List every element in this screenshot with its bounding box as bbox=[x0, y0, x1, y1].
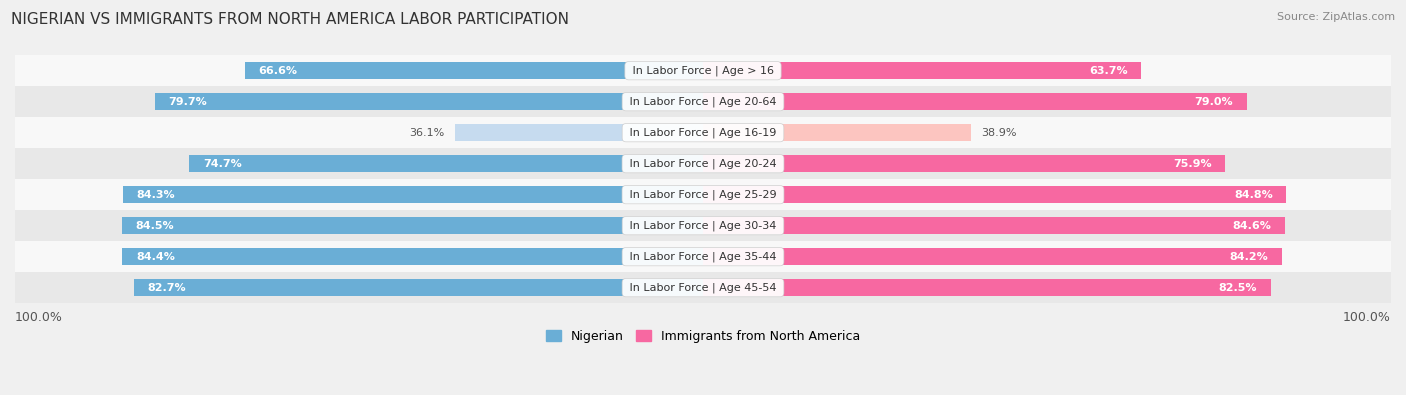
Bar bbox=[15, 55, 1391, 87]
Text: In Labor Force | Age 16-19: In Labor Force | Age 16-19 bbox=[626, 128, 780, 138]
Text: 63.7%: 63.7% bbox=[1088, 66, 1128, 76]
Text: In Labor Force | Age 20-24: In Labor Force | Age 20-24 bbox=[626, 158, 780, 169]
Bar bbox=[703, 124, 970, 141]
Text: Source: ZipAtlas.com: Source: ZipAtlas.com bbox=[1277, 12, 1395, 22]
Bar bbox=[122, 186, 703, 203]
Bar bbox=[15, 210, 1391, 241]
Text: 84.3%: 84.3% bbox=[136, 190, 176, 200]
Text: 100.0%: 100.0% bbox=[15, 311, 63, 324]
Bar bbox=[703, 93, 1247, 110]
Bar bbox=[155, 93, 703, 110]
Legend: Nigerian, Immigrants from North America: Nigerian, Immigrants from North America bbox=[541, 325, 865, 348]
Bar bbox=[15, 86, 1391, 117]
Text: 82.5%: 82.5% bbox=[1219, 283, 1257, 293]
Text: 84.2%: 84.2% bbox=[1230, 252, 1268, 261]
Text: 66.6%: 66.6% bbox=[259, 66, 298, 76]
Bar bbox=[15, 179, 1391, 211]
Text: 79.7%: 79.7% bbox=[169, 97, 207, 107]
Text: In Labor Force | Age 30-34: In Labor Force | Age 30-34 bbox=[626, 220, 780, 231]
Text: 84.4%: 84.4% bbox=[136, 252, 174, 261]
Bar bbox=[188, 155, 703, 172]
Bar bbox=[703, 155, 1225, 172]
Text: In Labor Force | Age 20-64: In Labor Force | Age 20-64 bbox=[626, 96, 780, 107]
Text: 100.0%: 100.0% bbox=[1343, 311, 1391, 324]
Bar bbox=[703, 217, 1285, 234]
Text: In Labor Force | Age 25-29: In Labor Force | Age 25-29 bbox=[626, 190, 780, 200]
Bar bbox=[15, 241, 1391, 273]
Text: 82.7%: 82.7% bbox=[148, 283, 187, 293]
Text: In Labor Force | Age > 16: In Labor Force | Age > 16 bbox=[628, 66, 778, 76]
Bar bbox=[122, 217, 703, 234]
Text: 38.9%: 38.9% bbox=[981, 128, 1017, 138]
Bar bbox=[454, 124, 703, 141]
Text: 74.7%: 74.7% bbox=[202, 159, 242, 169]
Bar bbox=[245, 62, 703, 79]
Text: 79.0%: 79.0% bbox=[1194, 97, 1233, 107]
Text: NIGERIAN VS IMMIGRANTS FROM NORTH AMERICA LABOR PARTICIPATION: NIGERIAN VS IMMIGRANTS FROM NORTH AMERIC… bbox=[11, 12, 569, 27]
Bar bbox=[15, 117, 1391, 149]
Text: 84.8%: 84.8% bbox=[1234, 190, 1272, 200]
Bar bbox=[134, 279, 703, 296]
Text: 36.1%: 36.1% bbox=[409, 128, 444, 138]
Bar bbox=[15, 148, 1391, 179]
Bar bbox=[15, 272, 1391, 303]
Text: 84.6%: 84.6% bbox=[1233, 221, 1271, 231]
Text: In Labor Force | Age 45-54: In Labor Force | Age 45-54 bbox=[626, 282, 780, 293]
Bar bbox=[703, 248, 1282, 265]
Text: 84.5%: 84.5% bbox=[135, 221, 174, 231]
Text: In Labor Force | Age 35-44: In Labor Force | Age 35-44 bbox=[626, 251, 780, 262]
Bar bbox=[703, 279, 1271, 296]
Bar bbox=[703, 186, 1286, 203]
Text: 75.9%: 75.9% bbox=[1173, 159, 1212, 169]
Bar bbox=[703, 62, 1142, 79]
Bar bbox=[122, 248, 703, 265]
